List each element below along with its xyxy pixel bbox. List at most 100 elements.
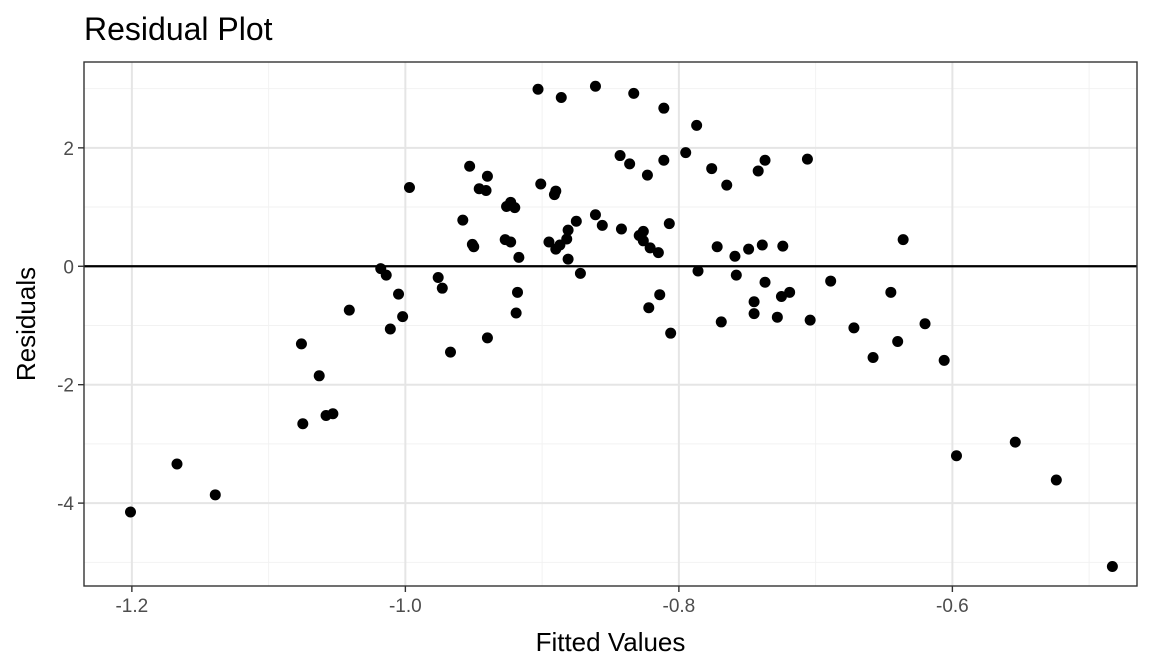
data-point: [641, 169, 653, 181]
data-point: [384, 323, 396, 335]
data-point: [885, 286, 897, 298]
data-point: [721, 179, 733, 191]
data-point: [380, 269, 392, 281]
data-point: [596, 219, 608, 231]
data-point: [680, 147, 692, 159]
x-tick-label: -1.0: [389, 596, 422, 617]
data-point: [729, 250, 741, 262]
data-point: [615, 223, 627, 235]
data-point: [848, 322, 860, 334]
data-point: [295, 338, 307, 350]
data-point: [711, 241, 723, 253]
data-point: [706, 163, 718, 175]
data-point: [550, 185, 562, 197]
chart-title: Residual Plot: [84, 11, 273, 47]
data-point: [505, 236, 517, 248]
data-point: [614, 150, 626, 162]
x-tick-label: -1.2: [115, 596, 148, 617]
data-point: [393, 288, 405, 300]
data-point: [397, 311, 409, 323]
data-points: [124, 80, 1118, 572]
data-point: [652, 247, 664, 259]
x-axis-title: Fitted Values: [536, 627, 686, 657]
data-point: [759, 154, 771, 166]
x-axis: -1.2 -1.0 -0.8 -0.6: [115, 586, 969, 617]
data-point: [748, 308, 760, 320]
data-point: [124, 506, 136, 518]
data-point: [403, 182, 415, 194]
data-point: [555, 92, 567, 104]
data-point: [665, 327, 677, 339]
data-point: [297, 418, 309, 430]
data-point: [715, 316, 727, 328]
data-point: [171, 458, 183, 470]
panel-border: [83, 61, 1138, 587]
data-point: [481, 332, 493, 344]
panel-background: [84, 62, 1137, 586]
data-point: [692, 265, 704, 277]
data-point: [730, 269, 742, 281]
data-point: [748, 296, 760, 308]
major-gridlines: [84, 62, 1137, 586]
data-point: [658, 154, 670, 166]
data-point: [562, 224, 574, 236]
data-point: [777, 240, 789, 252]
data-point: [643, 302, 655, 314]
data-point: [574, 267, 586, 279]
data-point: [1050, 474, 1062, 486]
data-point: [209, 489, 221, 501]
data-point: [457, 214, 469, 226]
data-point: [480, 184, 492, 196]
data-point: [919, 318, 931, 330]
data-point: [784, 286, 796, 298]
data-point: [892, 335, 904, 347]
data-point: [825, 275, 837, 287]
data-point: [867, 351, 879, 363]
data-point: [691, 119, 703, 131]
data-point: [644, 242, 656, 254]
data-point: [464, 160, 476, 172]
data-point: [950, 450, 962, 462]
data-point: [743, 243, 755, 255]
data-point: [1009, 436, 1021, 448]
data-point: [589, 80, 601, 92]
data-point: [513, 251, 525, 263]
data-point: [654, 289, 666, 301]
data-point: [624, 158, 636, 170]
x-tick-label: -0.6: [936, 596, 969, 617]
data-point: [938, 354, 950, 366]
data-point: [327, 408, 339, 420]
data-point: [663, 218, 675, 230]
data-point: [432, 272, 444, 284]
data-point: [628, 87, 640, 99]
data-point: [512, 286, 524, 298]
data-point: [436, 282, 448, 294]
data-point: [532, 83, 544, 95]
data-point: [589, 209, 601, 221]
data-point: [637, 225, 649, 237]
data-point: [562, 253, 574, 265]
data-point: [775, 290, 787, 302]
data-point: [313, 370, 325, 382]
data-point: [481, 170, 493, 182]
data-point: [1106, 560, 1118, 572]
data-point: [444, 346, 456, 358]
data-point: [658, 102, 670, 114]
y-tick-label: 0: [63, 257, 74, 278]
data-point: [752, 165, 764, 177]
data-point: [561, 233, 573, 245]
y-tick-label: -4: [57, 494, 74, 515]
data-point: [535, 178, 547, 190]
data-point: [543, 236, 555, 248]
y-axis-title: Residuals: [11, 267, 41, 381]
y-tick-label: -2: [57, 376, 74, 397]
data-point: [509, 202, 521, 214]
data-point: [801, 153, 813, 165]
minor-gridlines: [84, 62, 1137, 586]
data-point: [756, 239, 768, 251]
y-axis: -4 -2 0 2: [57, 139, 84, 515]
data-point: [343, 304, 355, 316]
data-point: [804, 314, 816, 326]
data-point: [759, 276, 771, 288]
